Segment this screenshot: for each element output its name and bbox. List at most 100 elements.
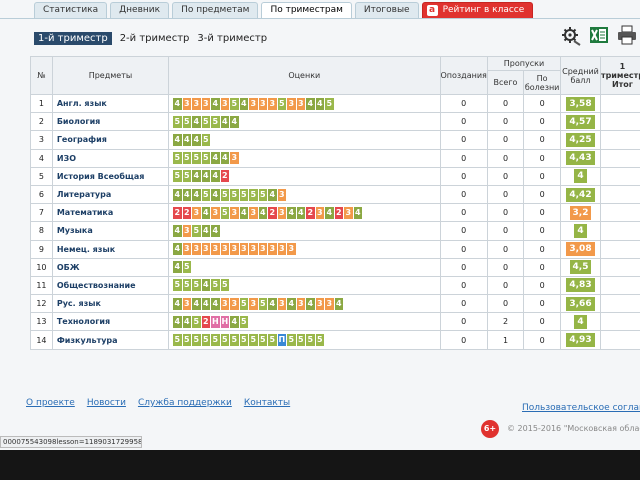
grade-mark[interactable]: 4 [201, 224, 211, 237]
grade-mark[interactable]: 3 [192, 97, 201, 110]
grade-mark[interactable]: Н [211, 315, 220, 328]
grade-mark[interactable]: 3 [192, 206, 201, 219]
grade-mark[interactable]: 5 [258, 334, 268, 347]
footer-link-0[interactable]: О проекте [26, 398, 75, 408]
grade-mark[interactable]: 4 [201, 279, 211, 292]
grade-mark[interactable]: 3 [182, 224, 192, 237]
subject-name[interactable]: ИЗО [51, 148, 170, 168]
grade-mark[interactable]: 3 [182, 297, 192, 310]
grade-mark[interactable]: 4 [325, 206, 334, 219]
grade-mark[interactable]: 5 [268, 334, 277, 347]
grade-mark[interactable]: 2 [201, 315, 211, 328]
grade-mark[interactable]: 5 [239, 297, 249, 310]
subject-name[interactable]: Биология [51, 112, 170, 132]
grade-mark[interactable]: 5 [182, 261, 192, 274]
grade-mark[interactable]: 2 [306, 206, 315, 219]
subject-name[interactable]: География [51, 130, 170, 150]
grade-mark[interactable]: 3 [230, 243, 239, 256]
user-agreement-link[interactable]: Пользовательское соглашени [522, 403, 640, 413]
grade-mark[interactable]: 4 [173, 133, 182, 146]
grade-mark[interactable]: 3 [315, 206, 325, 219]
grade-mark[interactable]: 4 [211, 297, 220, 310]
grade-mark[interactable]: 5 [173, 115, 182, 128]
grade-mark[interactable]: 5 [192, 152, 201, 165]
grade-mark[interactable]: 4 [201, 206, 211, 219]
grade-mark[interactable]: 3 [258, 97, 268, 110]
grade-mark[interactable]: 5 [258, 188, 268, 201]
grade-mark[interactable]: 5 [192, 279, 201, 292]
subject-name[interactable]: Технология [51, 312, 170, 332]
grade-mark[interactable]: 4 [334, 297, 344, 310]
grade-mark[interactable]: 5 [182, 115, 192, 128]
grade-mark[interactable]: 4 [173, 243, 182, 256]
grade-mark[interactable]: 5 [220, 206, 230, 219]
grade-mark[interactable]: 5 [211, 279, 220, 292]
grade-mark[interactable]: 5 [192, 334, 201, 347]
grade-mark[interactable]: 4 [201, 297, 211, 310]
grade-mark[interactable]: 5 [230, 188, 239, 201]
grade-mark[interactable]: 4 [315, 97, 325, 110]
grade-mark[interactable]: 4 [287, 297, 296, 310]
grade-mark[interactable]: 5 [239, 315, 249, 328]
grade-mark[interactable]: 2 [182, 206, 192, 219]
grade-mark[interactable]: 5 [173, 279, 182, 292]
grade-mark[interactable]: 5 [192, 315, 201, 328]
grade-mark[interactable]: 4 [220, 152, 230, 165]
footer-link-3[interactable]: Контакты [243, 398, 291, 408]
grade-mark[interactable]: 3 [220, 297, 230, 310]
grade-mark[interactable]: 4 [211, 224, 220, 237]
grade-mark[interactable]: 5 [173, 334, 182, 347]
grade-mark[interactable]: 5 [249, 188, 258, 201]
grade-mark[interactable]: 5 [182, 279, 192, 292]
grade-mark[interactable]: 4 [192, 115, 201, 128]
grade-mark[interactable]: 4 [192, 133, 201, 146]
term-3[interactable]: 3-й триместр [197, 33, 268, 44]
grade-mark[interactable]: 3 [220, 243, 230, 256]
grade-mark[interactable]: 3 [201, 243, 211, 256]
grade-mark[interactable]: 4 [258, 206, 268, 219]
grade-mark[interactable]: 5 [211, 334, 220, 347]
grade-mark[interactable]: 5 [220, 279, 230, 292]
grade-mark[interactable]: 4 [268, 188, 277, 201]
grade-mark[interactable]: 5 [230, 334, 239, 347]
grade-mark[interactable]: 2 [173, 206, 182, 219]
grade-mark[interactable]: 3 [239, 243, 249, 256]
grade-mark[interactable]: 5 [201, 152, 211, 165]
grade-mark[interactable]: 5 [306, 334, 315, 347]
excel-icon[interactable] [588, 24, 610, 46]
grade-mark[interactable]: 3 [287, 97, 296, 110]
grade-mark[interactable]: 5 [192, 224, 201, 237]
grade-mark[interactable]: 5 [296, 334, 306, 347]
grade-mark[interactable]: 5 [201, 334, 211, 347]
grade-mark[interactable]: 5 [220, 334, 230, 347]
footer-link-2[interactable]: Служба поддержки [137, 398, 232, 408]
tab-3[interactable]: По триместрам [261, 2, 352, 19]
grade-mark[interactable]: 4 [268, 297, 277, 310]
grade-mark[interactable]: 2 [220, 170, 230, 183]
grade-mark[interactable]: 4 [353, 206, 363, 219]
subject-name[interactable]: Рус. язык [51, 294, 170, 314]
grade-mark[interactable]: 4 [182, 315, 192, 328]
grade-mark[interactable]: 3 [249, 206, 258, 219]
grade-mark[interactable]: 5 [201, 133, 211, 146]
print-icon[interactable] [616, 24, 638, 46]
grade-mark[interactable]: 4 [211, 170, 220, 183]
grade-mark[interactable]: 5 [211, 115, 220, 128]
grade-mark[interactable]: 4 [230, 315, 239, 328]
grade-mark[interactable]: 4 [211, 188, 220, 201]
grade-mark[interactable]: 4 [220, 115, 230, 128]
grade-mark[interactable]: 5 [182, 152, 192, 165]
grade-mark[interactable]: 3 [192, 243, 201, 256]
grade-mark[interactable]: 5 [239, 334, 249, 347]
grade-mark[interactable]: 3 [201, 97, 211, 110]
grade-mark[interactable]: 4 [192, 297, 201, 310]
subject-name[interactable]: Немец. язык [51, 239, 170, 259]
term-1[interactable]: 1-й триместр [34, 32, 112, 45]
grade-mark[interactable]: 3 [230, 206, 239, 219]
grade-mark[interactable]: 4 [192, 188, 201, 201]
grade-mark[interactable]: 4 [239, 97, 249, 110]
grade-mark[interactable]: 4 [173, 224, 182, 237]
grade-mark[interactable]: 3 [182, 97, 192, 110]
tab-4[interactable]: Итоговые [354, 2, 419, 18]
grade-mark[interactable]: 5 [201, 115, 211, 128]
